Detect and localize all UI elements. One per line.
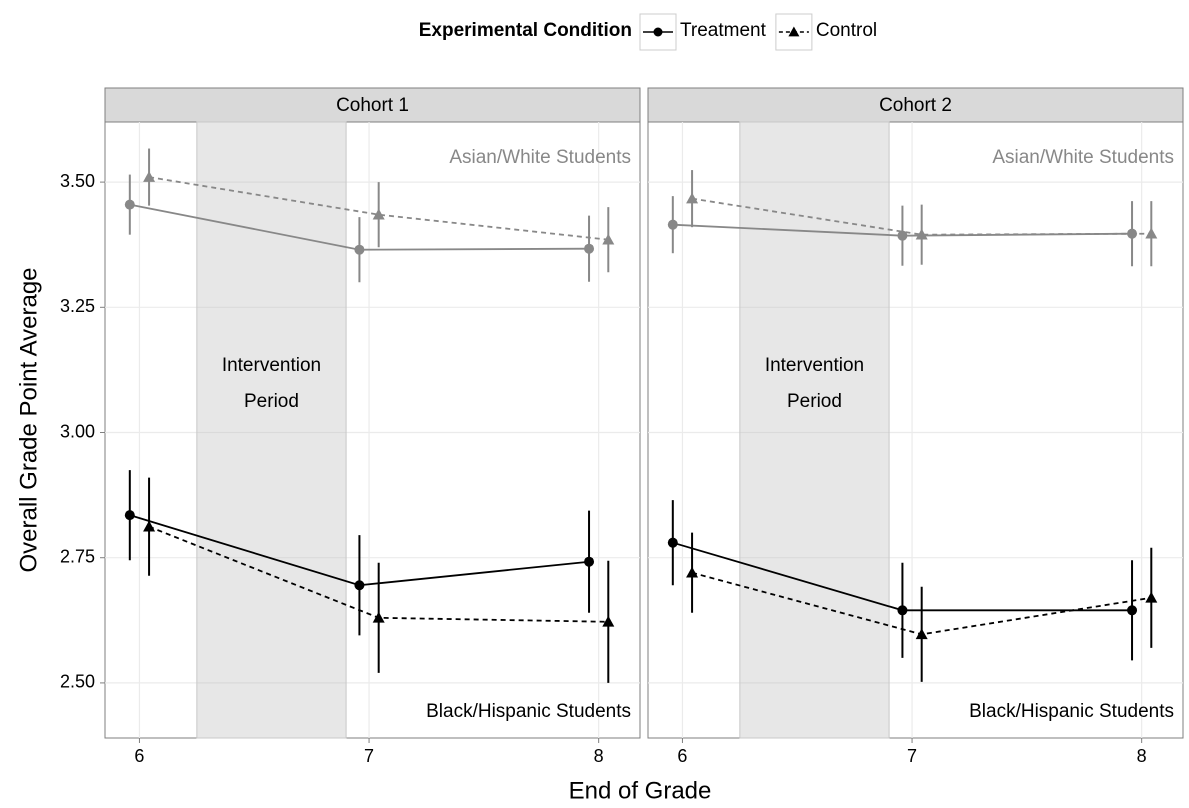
group-label: Asian/White Students xyxy=(449,147,631,168)
panel-title: Cohort 1 xyxy=(336,95,409,116)
strip xyxy=(104,87,641,123)
group-label: Black/Hispanic Students xyxy=(426,701,631,722)
x-tick-label: 8 xyxy=(594,746,604,766)
point xyxy=(915,628,928,640)
point xyxy=(1145,591,1158,603)
x-tick-label: 7 xyxy=(364,746,374,766)
point xyxy=(584,243,595,254)
strip xyxy=(647,87,1184,123)
point xyxy=(124,199,135,210)
legend-marker xyxy=(653,27,663,37)
point xyxy=(897,605,908,616)
point xyxy=(1127,605,1138,616)
y-tick-label: 2.75 xyxy=(60,546,95,566)
point xyxy=(897,230,908,241)
x-tick-label: 6 xyxy=(677,746,687,766)
legend-label: Treatment xyxy=(680,20,767,41)
band-label: Intervention xyxy=(765,355,864,376)
legend-title: Experimental Condition xyxy=(419,20,632,41)
group-label: Black/Hispanic Students xyxy=(969,701,1174,722)
point xyxy=(667,219,678,230)
x-tick-label: 7 xyxy=(907,746,917,766)
legend-label: Control xyxy=(816,20,877,41)
point xyxy=(602,615,615,627)
band-label: Period xyxy=(244,391,299,412)
point xyxy=(584,556,595,567)
point xyxy=(602,233,615,245)
y-tick-label: 3.25 xyxy=(60,296,95,316)
point xyxy=(372,611,385,623)
x-tick-label: 6 xyxy=(134,746,144,766)
point xyxy=(143,171,156,182)
point xyxy=(915,228,928,240)
point xyxy=(354,244,365,255)
x-tick-label: 8 xyxy=(1137,746,1147,766)
y-axis-title: Overall Grade Point Average xyxy=(15,267,42,572)
point xyxy=(667,537,678,548)
legend-marker xyxy=(788,26,800,37)
point xyxy=(124,510,135,521)
x-axis-title: End of Grade xyxy=(569,777,712,804)
point xyxy=(354,580,365,591)
panel-bg xyxy=(104,121,641,739)
intervention-band xyxy=(196,121,347,739)
group-label: Asian/White Students xyxy=(992,147,1174,168)
point xyxy=(143,520,156,532)
intervention-band xyxy=(739,121,890,739)
y-tick-label: 2.50 xyxy=(60,672,95,692)
panel-title: Cohort 2 xyxy=(879,95,952,116)
y-tick-label: 3.00 xyxy=(60,421,95,441)
point xyxy=(686,566,699,578)
point xyxy=(686,192,699,204)
band-label: Period xyxy=(787,391,842,412)
panel-bg xyxy=(647,121,1184,739)
point xyxy=(1145,227,1158,239)
y-tick-label: 3.50 xyxy=(60,171,95,191)
point xyxy=(372,208,385,220)
band-label: Intervention xyxy=(222,355,321,376)
